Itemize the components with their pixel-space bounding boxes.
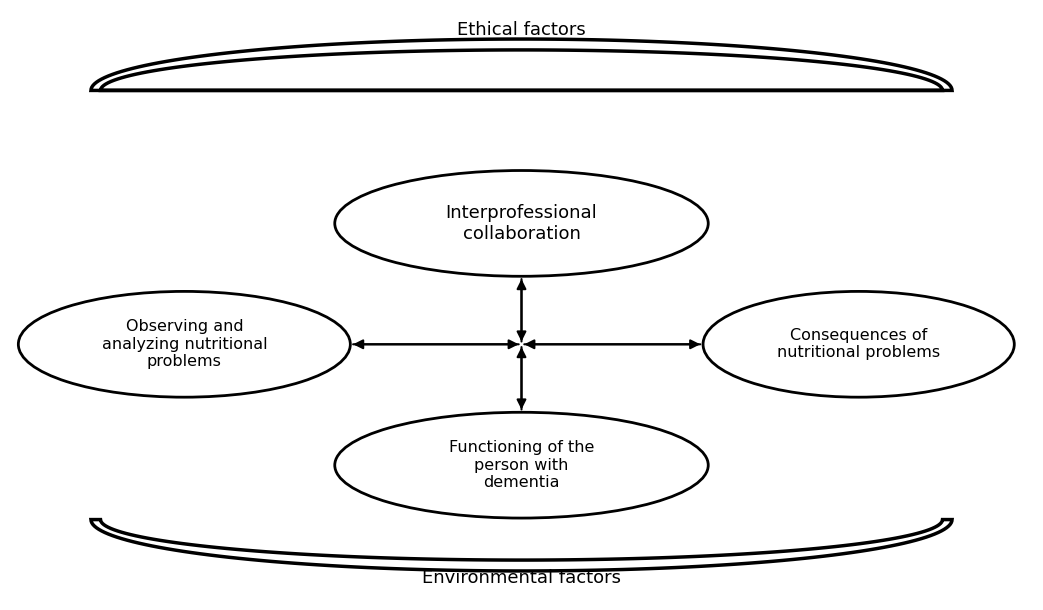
- Text: Functioning of the
person with
dementia: Functioning of the person with dementia: [448, 440, 595, 490]
- Ellipse shape: [335, 412, 708, 518]
- Ellipse shape: [703, 292, 1014, 397]
- Text: Ethical factors: Ethical factors: [457, 21, 586, 39]
- Text: Interprofessional
collaboration: Interprofessional collaboration: [445, 204, 598, 243]
- PathPatch shape: [91, 39, 952, 90]
- Ellipse shape: [19, 292, 350, 397]
- PathPatch shape: [91, 520, 952, 571]
- Text: Observing and
analyzing nutritional
problems: Observing and analyzing nutritional prob…: [101, 320, 267, 369]
- Text: Environmental factors: Environmental factors: [422, 569, 621, 587]
- Text: Consequences of
nutritional problems: Consequences of nutritional problems: [777, 328, 940, 361]
- Ellipse shape: [335, 171, 708, 276]
